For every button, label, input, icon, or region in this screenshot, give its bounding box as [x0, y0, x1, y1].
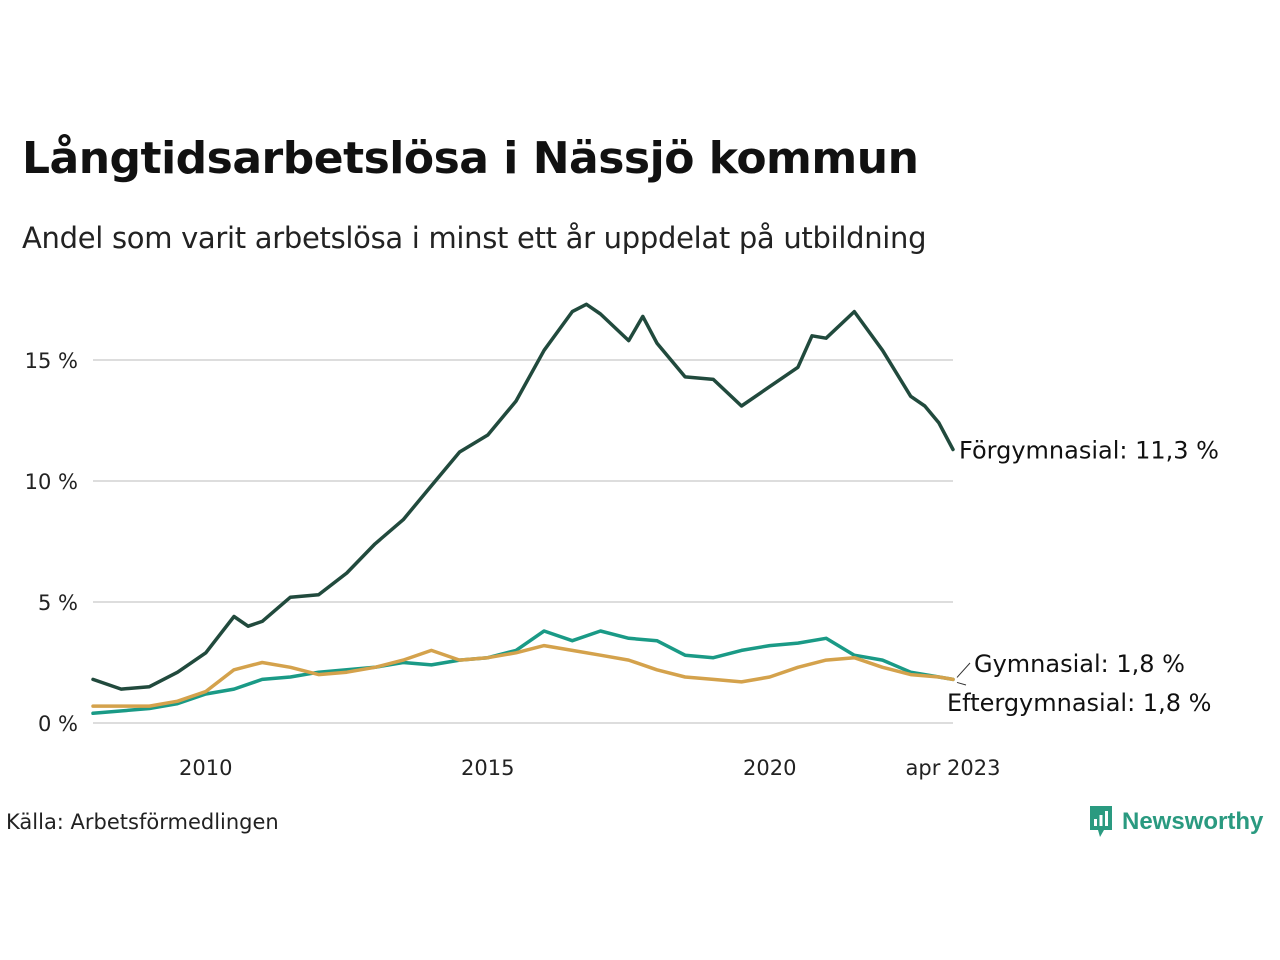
x-tick-label: 2020	[743, 756, 796, 780]
y-axis-ticks: 0 % 5 % 10 % 15 %	[25, 349, 78, 736]
x-tick-label: 2010	[179, 756, 232, 780]
brand-logo[interactable]: Newsworthy	[1088, 804, 1263, 840]
y-tick-label: 15 %	[25, 349, 78, 373]
source-note: Källa: Arbetsförmedlingen	[6, 810, 279, 834]
leader-line-gymnasial	[956, 662, 971, 678]
y-tick-label: 0 %	[38, 712, 78, 736]
newsworthy-logo-icon	[1090, 806, 1112, 837]
series-lines	[91, 302, 955, 716]
y-tick-label: 5 %	[38, 591, 78, 615]
series-line-gymnasial	[91, 629, 955, 716]
series-line-eftergymnasial	[91, 643, 955, 708]
end-label-gymnasial: Gymnasial: 1,8 %	[974, 650, 1185, 678]
series-line-förgymnasial	[91, 302, 955, 691]
series-end-labels: Förgymnasial: 11,3 % Gymnasial: 1,8 % Efte…	[947, 437, 1219, 717]
chart-title: Långtidsarbetslösa i Nässjö kommun	[22, 133, 919, 184]
grid-lines	[93, 359, 953, 724]
x-axis-ticks: 2010 2015 2020 apr 2023	[179, 756, 1000, 780]
end-label-eftergymnasial: Eftergymnasial: 1,8 %	[947, 689, 1211, 717]
leader-line-eftergymnasial	[956, 681, 967, 686]
x-tick-label: 2015	[461, 756, 514, 780]
chart-subtitle: Andel som varit arbetslösa i minst ett å…	[22, 221, 927, 255]
y-tick-label: 10 %	[25, 470, 78, 494]
end-label-forgymnasial: Förgymnasial: 11,3 %	[959, 437, 1219, 465]
brand-name: Newsworthy	[1122, 808, 1264, 835]
x-tick-label: apr 2023	[906, 756, 1001, 780]
